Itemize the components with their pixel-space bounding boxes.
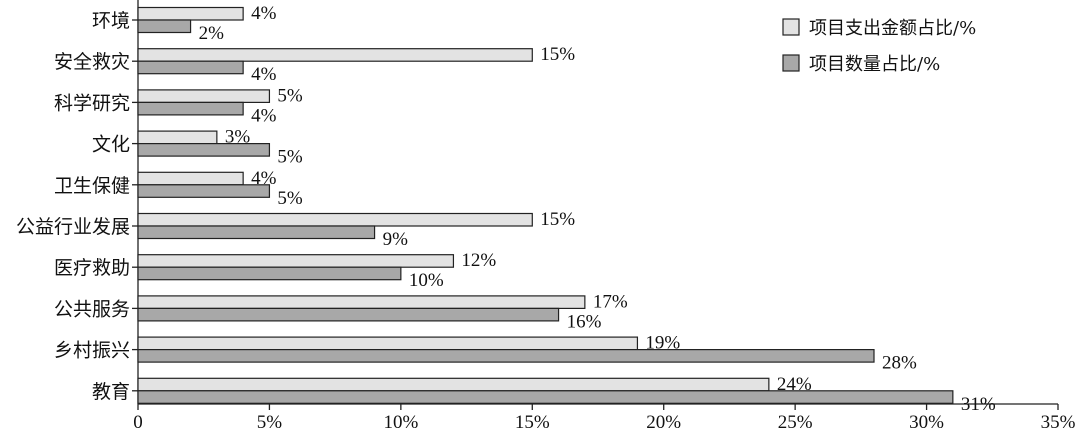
category-label: 公共服务	[54, 298, 130, 320]
x-tick-label: 0	[133, 412, 143, 432]
data-label-amount: 4%	[251, 3, 277, 24]
data-label-amount: 15%	[540, 44, 575, 65]
x-tick-label: 5%	[257, 412, 283, 432]
category-label: 安全救灾	[54, 51, 130, 73]
x-tick-label: 10%	[383, 412, 418, 432]
bar-count	[137, 184, 271, 198]
data-label-count: 4%	[251, 64, 277, 85]
data-label-count: 16%	[567, 311, 602, 332]
data-label-count: 5%	[277, 188, 303, 209]
data-label-count: 31%	[961, 394, 996, 415]
data-label-amount: 15%	[540, 209, 575, 230]
bar-amount	[137, 336, 639, 351]
category-label: 科学研究	[54, 92, 130, 114]
x-tick-label: 20%	[646, 412, 681, 432]
category-label: 公益行业发展	[16, 216, 130, 238]
legend-label: 项目数量占比/%	[809, 54, 940, 75]
bar-count	[137, 60, 244, 75]
category-label: 教育	[92, 381, 130, 403]
data-label-amount: 12%	[461, 250, 496, 271]
bar-amount	[137, 295, 586, 309]
category-label: 文化	[92, 134, 130, 156]
x-tick-label: 25%	[778, 412, 813, 432]
data-label-amount: 5%	[277, 85, 303, 106]
bar-amount	[137, 171, 244, 186]
bar-count	[137, 143, 271, 157]
bar-amount	[137, 89, 271, 104]
data-label-amount: 17%	[593, 291, 628, 312]
data-label-amount: 24%	[777, 374, 812, 395]
bar-count	[137, 266, 402, 281]
data-label-count: 9%	[383, 229, 409, 250]
category-label: 卫生保健	[54, 175, 130, 197]
bar-count	[137, 349, 875, 363]
data-label-amount: 3%	[225, 127, 251, 148]
data-label-count: 5%	[277, 147, 303, 168]
bar-amount	[137, 377, 770, 392]
bar-count	[137, 225, 376, 240]
category-label: 环境	[92, 10, 130, 32]
bar-amount	[137, 254, 455, 268]
bar-amount	[137, 6, 244, 21]
data-label-count: 4%	[251, 105, 277, 126]
bar-count	[137, 101, 244, 116]
legend-label: 项目支出金额占比/%	[809, 18, 976, 39]
x-tick-label: 35%	[1041, 412, 1076, 432]
bar-amount	[137, 48, 533, 62]
bar-amount	[137, 130, 218, 145]
x-tick-label: 30%	[909, 412, 944, 432]
legend-swatch	[782, 18, 800, 36]
data-label-amount: 4%	[251, 168, 277, 189]
data-label-count: 2%	[199, 23, 225, 44]
data-label-count: 10%	[409, 270, 444, 291]
category-label: 医疗救助	[54, 257, 130, 279]
x-tick-label: 15%	[515, 412, 550, 432]
legend-swatch	[782, 54, 800, 72]
bar-amount	[137, 212, 533, 227]
category-label: 乡村振兴	[54, 340, 130, 362]
data-label-count: 28%	[882, 353, 917, 374]
bar-count	[137, 390, 954, 404]
bar-count	[137, 307, 560, 322]
data-label-amount: 19%	[645, 333, 680, 354]
bar-count	[137, 19, 192, 34]
